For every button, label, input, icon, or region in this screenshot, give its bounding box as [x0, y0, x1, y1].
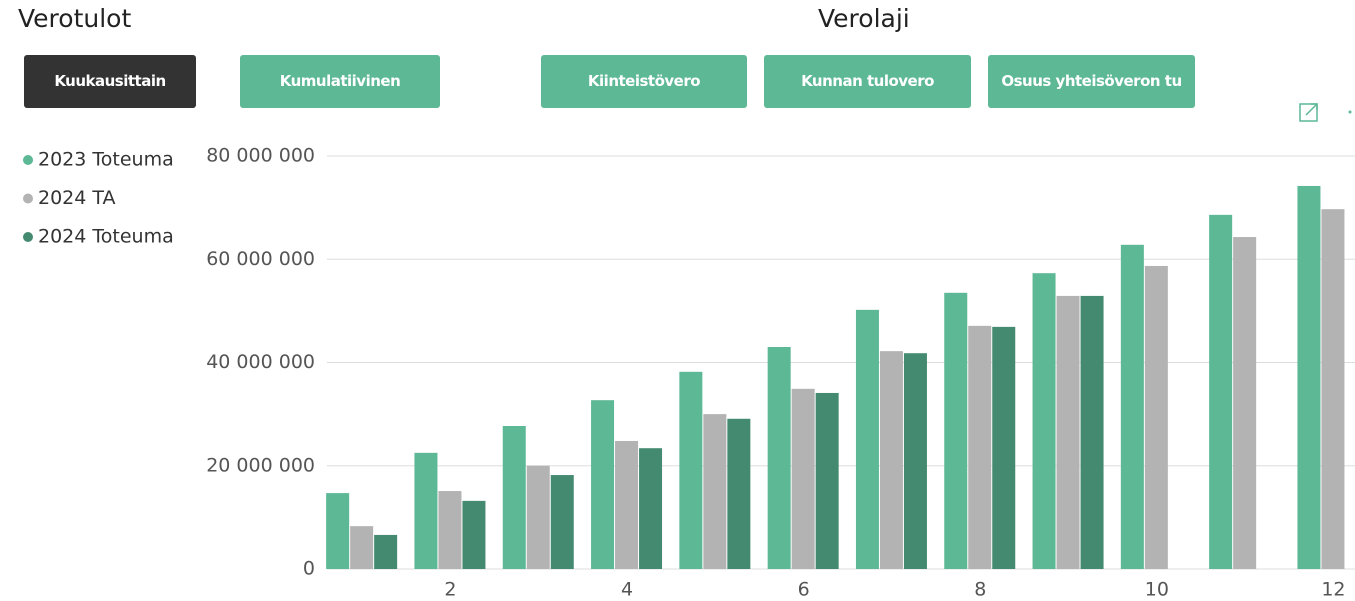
bar [679, 371, 703, 569]
bar [727, 418, 751, 569]
y-tick-label: 40 000 000 [206, 351, 315, 373]
bar [1209, 214, 1233, 570]
x-tick-label: 4 [621, 579, 633, 601]
y-tick-label: 0 [303, 558, 315, 580]
section-title: Verolaji [818, 4, 910, 33]
more-icon[interactable] [1348, 110, 1352, 114]
x-tick-label: 6 [798, 579, 810, 601]
legend-swatch [23, 155, 33, 165]
bar [526, 465, 550, 569]
bar [791, 388, 815, 569]
toggle-button[interactable]: Kuukausittain [24, 55, 196, 108]
legend-label: 2023 Toteuma [38, 149, 174, 171]
bar [992, 326, 1016, 569]
bar [879, 351, 903, 569]
bar [615, 440, 639, 569]
legend-label: 2024 TA [38, 187, 116, 209]
bar [414, 452, 438, 569]
bar [350, 526, 374, 569]
bar [944, 292, 968, 569]
bar [1297, 185, 1321, 569]
bar [1321, 209, 1345, 569]
y-tick-label: 60 000 000 [206, 248, 315, 270]
bar [462, 500, 486, 569]
x-tick-label: 2 [444, 579, 456, 601]
legend-swatch [23, 232, 33, 242]
x-tick-label: 8 [974, 579, 986, 601]
bar [438, 491, 462, 569]
bar [1120, 244, 1144, 570]
bar [815, 392, 839, 569]
bar [1144, 265, 1168, 569]
bar [639, 448, 663, 569]
bar [550, 475, 574, 569]
bar [1032, 273, 1056, 569]
filter-button[interactable]: Kunnan tulovero [764, 55, 971, 108]
bar [767, 347, 791, 569]
bar [703, 414, 727, 569]
bar [326, 493, 350, 569]
bar [903, 353, 927, 569]
bar [1233, 237, 1257, 569]
x-tick-label: 12 [1321, 579, 1345, 601]
bar [591, 400, 615, 569]
bar [968, 325, 992, 569]
legend: 2023 Toteuma 2024 TA 2024 Toteuma [23, 149, 174, 248]
section-title: Verotulot [18, 4, 132, 33]
bar [855, 309, 879, 569]
bar [374, 534, 398, 569]
bar [1056, 295, 1080, 569]
legend-label: 2024 Toteuma [38, 226, 174, 248]
y-tick-label: 20 000 000 [206, 454, 315, 476]
bar [502, 425, 526, 569]
filter-button[interactable]: Kiinteistövero [541, 55, 747, 108]
filter-button[interactable]: Osuus yhteisöveron tu [988, 55, 1195, 108]
bar [1080, 295, 1104, 569]
y-tick-label: 80 000 000 [206, 145, 315, 167]
expand-icon[interactable] [1299, 103, 1318, 122]
x-tick-label: 10 [1145, 579, 1169, 601]
toggle-button[interactable]: Kumulatiivinen [240, 55, 440, 108]
legend-swatch [23, 193, 33, 204]
